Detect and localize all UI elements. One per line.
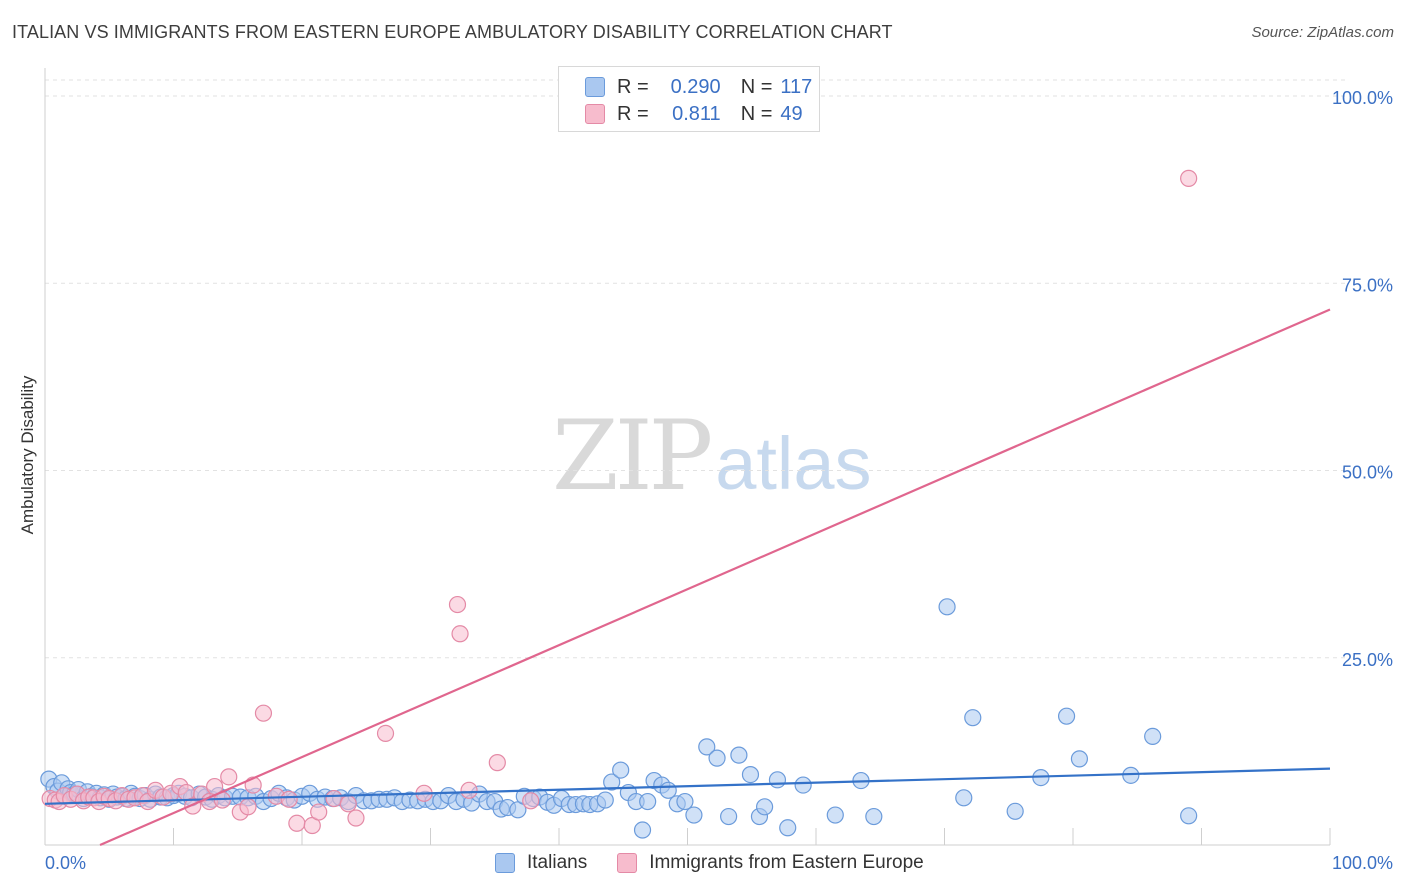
legend-n-label: N = [740, 102, 773, 125]
bottom-legend-label-immigrants: Immigrants from Eastern Europe [649, 852, 924, 873]
x-tick-label: 0.0% [45, 853, 86, 873]
bottom-legend-label-italians: Italians [527, 852, 588, 873]
data-point-italians [741, 765, 760, 784]
data-point-immigrants [288, 814, 306, 832]
legend-swatch-italians [585, 77, 605, 97]
y-tick-label: 75.0% [1342, 275, 1393, 295]
data-point-italians [938, 598, 956, 616]
legend-n-value: 117 [780, 75, 813, 98]
data-point-italians [865, 807, 883, 826]
source-label: Source: ZipAtlas.com [1251, 24, 1394, 41]
bottom-legend-swatch-italians [495, 853, 515, 873]
legend-swatch-immigrants [585, 104, 605, 124]
data-point-italians [1006, 802, 1024, 820]
legend-r-value: 0.811 [672, 102, 721, 125]
data-point-italians [685, 806, 703, 824]
data-point-immigrants [488, 754, 506, 772]
legend-row-italians: R = 0.290 N = 117 [585, 75, 812, 99]
data-point-immigrants [1180, 169, 1198, 187]
chart-title: ITALIAN VS IMMIGRANTS FROM EASTERN EUROP… [12, 22, 893, 42]
data-point-italians [730, 746, 748, 764]
data-point-immigrants [460, 781, 478, 799]
data-point-italians [603, 773, 621, 791]
data-point-italians [955, 789, 973, 807]
legend-row-immigrants: R = 0.811 N = 49 [585, 102, 803, 126]
data-point-italians [698, 738, 716, 756]
data-point-italians [1180, 807, 1198, 825]
data-point-immigrants [339, 795, 357, 813]
watermark-atlas: atlas [715, 422, 872, 505]
data-point-immigrants [254, 704, 273, 722]
data-point-immigrants [522, 792, 540, 810]
legend-n-value: 49 [780, 102, 803, 125]
data-point-italians [1070, 750, 1089, 768]
zipatlas-watermark: ZIPatlas [552, 400, 872, 512]
watermark-zip: ZIP [552, 400, 713, 512]
data-point-italians [768, 771, 787, 789]
bottom-legend: Italians Immigrants from Eastern Europe [495, 852, 954, 874]
legend-r-label: R = [617, 102, 649, 125]
bottom-legend-swatch-immigrants [617, 853, 638, 873]
data-point-italians [612, 761, 630, 779]
data-point-italians [1122, 766, 1140, 784]
data-point-italians [779, 819, 797, 837]
data-point-italians [826, 806, 844, 824]
data-point-italians [633, 821, 652, 839]
data-point-immigrants [347, 809, 365, 827]
bottom-legend-immigrants: Immigrants from Eastern Europe [617, 852, 924, 874]
y-tick-label: 25.0% [1342, 650, 1393, 670]
y-axis-title: Ambulatory Disability [18, 375, 37, 535]
data-point-italians [596, 791, 614, 809]
data-point-italians [964, 709, 982, 727]
data-point-italians [1057, 707, 1076, 725]
trend-line-italians [44, 767, 1331, 805]
data-point-italians [720, 807, 738, 826]
data-point-immigrants [451, 625, 469, 643]
data-point-italians [639, 792, 657, 811]
x-tick-label: 100.0% [1332, 853, 1393, 873]
legend-n-label: N = [740, 75, 773, 98]
y-tick-label: 100.0% [1332, 88, 1393, 108]
data-point-italians [755, 798, 774, 816]
data-point-italians [676, 792, 694, 811]
data-point-immigrants [376, 724, 395, 742]
data-point-immigrants [448, 595, 467, 614]
y-tick-label: 50.0% [1342, 463, 1393, 483]
data-point-italians [794, 776, 812, 794]
legend-r-value: 0.290 [670, 75, 721, 98]
stats-legend: R = 0.290 N = 117 R = 0.811 N = 49 [558, 66, 820, 132]
data-point-immigrants [310, 803, 328, 821]
legend-r-label: R = [617, 75, 649, 98]
data-point-immigrants [220, 768, 238, 786]
trend-line-immigrants [99, 308, 1331, 847]
data-point-immigrants [239, 798, 257, 816]
data-point-italians [1144, 727, 1162, 745]
data-point-italians [708, 749, 726, 767]
data-point-immigrants [280, 790, 298, 808]
bottom-legend-italians: Italians [495, 852, 587, 874]
